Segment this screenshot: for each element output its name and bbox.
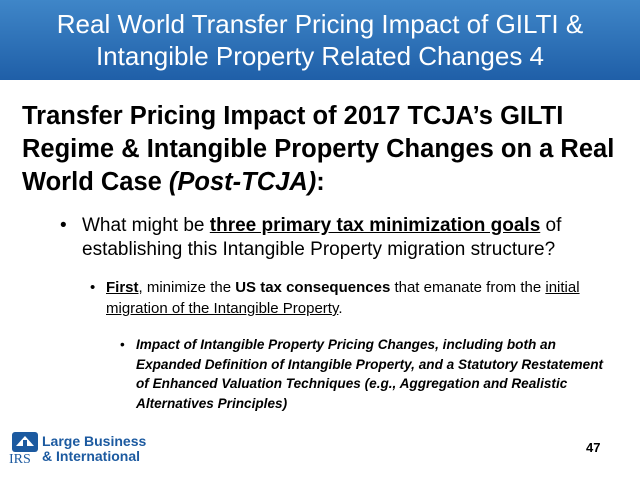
bullet: Impact of Intangible Property Pricing Ch… <box>136 335 616 413</box>
heading-end: : <box>316 168 325 196</box>
run: three primary tax minimization goals <box>209 215 541 236</box>
run: First <box>106 279 139 296</box>
run: initial migration of the Intangible Prop… <box>106 279 580 317</box>
bullet: First, minimize the US tax consequences … <box>106 277 626 319</box>
heading: Transfer Pricing Impact of 2017 TCJA’s G… <box>22 100 622 199</box>
title-line: Real World Transfer Pricing Impact of GI… <box>56 9 584 39</box>
title-band: Real World Transfer Pricing Impact of GI… <box>0 0 640 80</box>
heading-text: Transfer Pricing Impact of 2017 TCJA’s G… <box>22 102 615 196</box>
run: What might be <box>82 215 210 236</box>
run: . <box>338 300 343 317</box>
run: of establishing this Intangible Property… <box>82 215 562 260</box>
run: Impact of Intangible Property Pricing Ch… <box>136 337 604 411</box>
title-line: Intangible Property Related Changes 4 <box>95 41 545 71</box>
logo-line: Large Business <box>42 433 147 449</box>
heading-emphasis: (Post-TCJA) <box>168 168 317 196</box>
bullet-dot: • <box>90 279 96 296</box>
logo-mark: IRS <box>9 452 31 467</box>
bullet: What might be three primary tax minimiza… <box>82 214 622 262</box>
run: US tax consequences <box>235 279 391 296</box>
logo-line: & International <box>42 448 141 464</box>
run: that emanate from the <box>390 279 546 296</box>
logo-text: Large Business & International <box>42 434 146 464</box>
logo-icon <box>12 432 38 452</box>
run: , minimize the <box>138 279 236 296</box>
page-number: 47 <box>586 440 601 455</box>
bullet-dot: • <box>60 215 67 236</box>
bullet-dot: • <box>120 337 125 352</box>
